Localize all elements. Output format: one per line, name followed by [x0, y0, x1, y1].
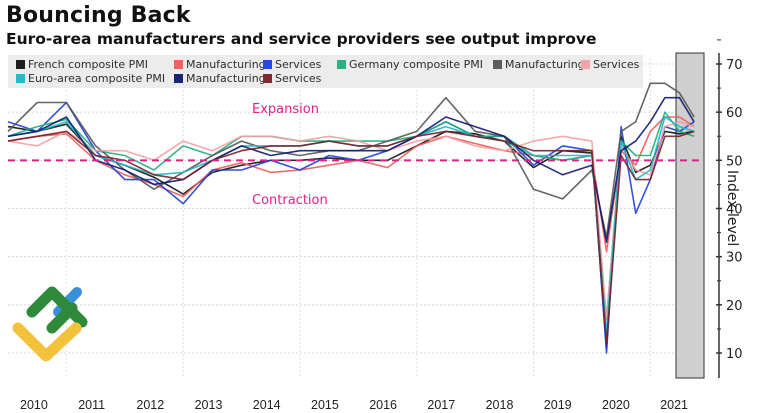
y-tick-label: 10 [726, 347, 743, 362]
legend-item: Manufacturing [174, 58, 266, 71]
legend-swatch [16, 60, 25, 69]
x-tick-label: 2017 [427, 398, 455, 412]
y-axis-label: Index level [724, 170, 740, 247]
x-tick-label: 2020 [602, 398, 630, 412]
series-line-1 [7, 116, 695, 253]
x-tick-label: 2015 [311, 398, 339, 412]
series-line-0 [7, 123, 695, 350]
x-tick-label: 2012 [136, 398, 164, 412]
gridlines [8, 58, 704, 378]
brokerage-logo-icon [12, 286, 88, 362]
y-tick-label: 30 [726, 251, 743, 266]
series-line-8 [7, 130, 695, 345]
legend-item: Manufacturing [493, 58, 585, 71]
legend-swatch [174, 74, 183, 83]
series-line-3 [7, 111, 695, 321]
legend-item: Services [581, 58, 639, 71]
legend-label: Services [275, 58, 322, 71]
x-tick-label: 2010 [20, 398, 48, 412]
legend-swatch [581, 60, 590, 69]
x-tick-label: 2014 [253, 398, 281, 412]
series-line-5 [7, 121, 695, 321]
legend-label: Manufacturing [505, 58, 585, 71]
expansion-label: Expansion [252, 102, 319, 117]
y-tick-label: 60 [726, 106, 743, 121]
legend-item: Services [263, 72, 321, 85]
legend-label: Manufacturing [186, 72, 266, 85]
legend-label: Services [593, 58, 640, 71]
y-tick-label: 70 [726, 58, 743, 73]
x-tick-label: 2011 [78, 398, 105, 412]
legend-label: Services [275, 72, 322, 85]
y-ticks: 10 20 30 40 50 60 70 [716, 39, 743, 362]
x-tick-label: 2013 [195, 398, 223, 412]
legend-item: Services [263, 58, 321, 71]
series-lines [7, 82, 695, 354]
legend-swatch [263, 74, 272, 83]
legend-label: French composite PMI [28, 58, 149, 71]
legend-label: Manufacturing [186, 58, 266, 71]
legend-item: Manufacturing [174, 72, 266, 85]
series-line-4 [7, 82, 695, 239]
legend-item: Euro-area composite PMI [16, 72, 165, 85]
chart-subtitle: Euro-area manufacturers and service prov… [6, 30, 597, 48]
legend-swatch [16, 74, 25, 83]
chart-title: Bouncing Back [6, 3, 191, 28]
y-tick-label: 40 [726, 203, 743, 218]
x-tick-label: 2019 [544, 398, 572, 412]
legend: French composite PMI Manufacturing Service… [8, 55, 643, 88]
series-line-7 [7, 96, 695, 243]
legend-swatch [174, 60, 183, 69]
legend-swatch [493, 60, 502, 69]
legend-label: Germany composite PMI [349, 58, 483, 71]
y-tick-label: 50 [726, 154, 743, 169]
contraction-label: Contraction [252, 193, 328, 208]
legend-item: French composite PMI [16, 58, 148, 71]
legend-swatch [337, 60, 346, 69]
shaded-region [675, 52, 705, 379]
x-ticks: 2010 2011 2012 2013 2014 2015 2016 2017 2018 2019… [20, 398, 688, 412]
x-tick-label: 2021 [660, 398, 688, 412]
legend-label: Euro-area composite PMI [28, 72, 166, 85]
legend-item: Germany composite PMI [337, 58, 483, 71]
x-tick-label: 2016 [369, 398, 397, 412]
legend-swatch [263, 60, 272, 69]
series-line-6 [7, 116, 695, 335]
x-tick-label: 2018 [486, 398, 514, 412]
y-tick-label: 20 [726, 299, 743, 314]
